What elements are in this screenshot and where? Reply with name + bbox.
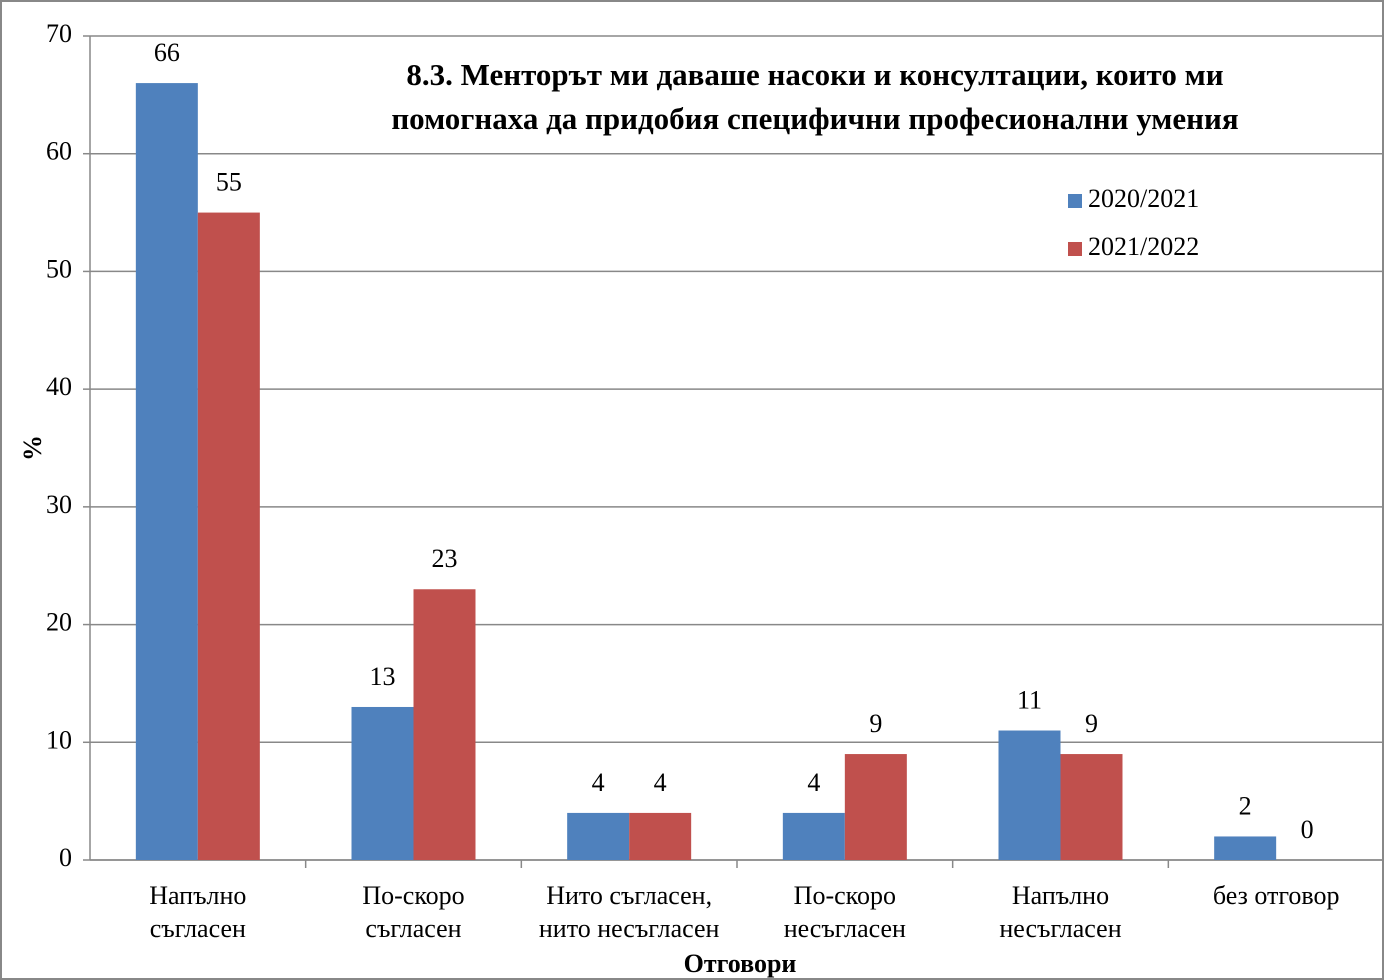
x-tick-label: По-скоро <box>362 881 464 910</box>
bar <box>351 706 414 860</box>
value-label: 55 <box>216 168 242 197</box>
y-tick-label: 10 <box>46 725 72 754</box>
bar <box>567 812 630 860</box>
bar <box>998 730 1061 860</box>
x-tick-label: По-скоро <box>794 881 896 910</box>
y-tick-label: 30 <box>46 490 72 519</box>
x-axis-label: Отговори <box>684 949 797 978</box>
chart-title: 8.3. Менторът ми даваше насоки и консулт… <box>406 57 1223 92</box>
bar <box>1060 754 1123 860</box>
x-tick-label: без отговор <box>1213 881 1340 910</box>
bar <box>413 589 476 860</box>
y-tick-label: 40 <box>46 372 72 401</box>
value-label: 9 <box>1085 709 1098 738</box>
value-label: 9 <box>869 709 882 738</box>
x-tick-label: Напълно <box>1012 881 1109 910</box>
legend-label: 2020/2021 <box>1088 184 1199 213</box>
x-tick-label: несъгласен <box>999 914 1121 943</box>
bar <box>782 812 845 860</box>
y-tick-label: 70 <box>46 19 72 48</box>
x-tick-label: Нито съгласен, <box>546 881 712 910</box>
value-label: 66 <box>154 38 180 67</box>
x-tick-label: съгласен <box>365 914 461 943</box>
value-label: 2 <box>1239 791 1252 820</box>
value-label: 0 <box>1301 815 1314 844</box>
bar <box>1214 836 1277 860</box>
chart-title: помогнаха да придобия специфични професи… <box>391 101 1238 136</box>
x-tick-label: съгласен <box>150 914 246 943</box>
value-label: 23 <box>432 544 458 573</box>
y-tick-label: 0 <box>59 843 72 872</box>
value-label: 13 <box>370 662 396 691</box>
x-tick-label: Напълно <box>149 881 246 910</box>
y-axis-label: % <box>18 435 47 461</box>
y-tick-label: 50 <box>46 254 72 283</box>
legend-swatch <box>1068 194 1082 208</box>
bar <box>629 812 692 860</box>
x-tick-label: нито несъгласен <box>539 914 720 943</box>
bar <box>844 754 907 860</box>
value-label: 11 <box>1017 685 1042 714</box>
x-tick-label: несъгласен <box>784 914 906 943</box>
y-tick-label: 60 <box>46 137 72 166</box>
legend-swatch <box>1068 242 1082 256</box>
bar <box>135 83 198 861</box>
value-label: 4 <box>592 768 605 797</box>
value-label: 4 <box>807 768 820 797</box>
value-label: 4 <box>654 768 667 797</box>
legend-label: 2021/2022 <box>1088 232 1199 261</box>
y-tick-label: 20 <box>46 608 72 637</box>
bar <box>197 212 260 861</box>
